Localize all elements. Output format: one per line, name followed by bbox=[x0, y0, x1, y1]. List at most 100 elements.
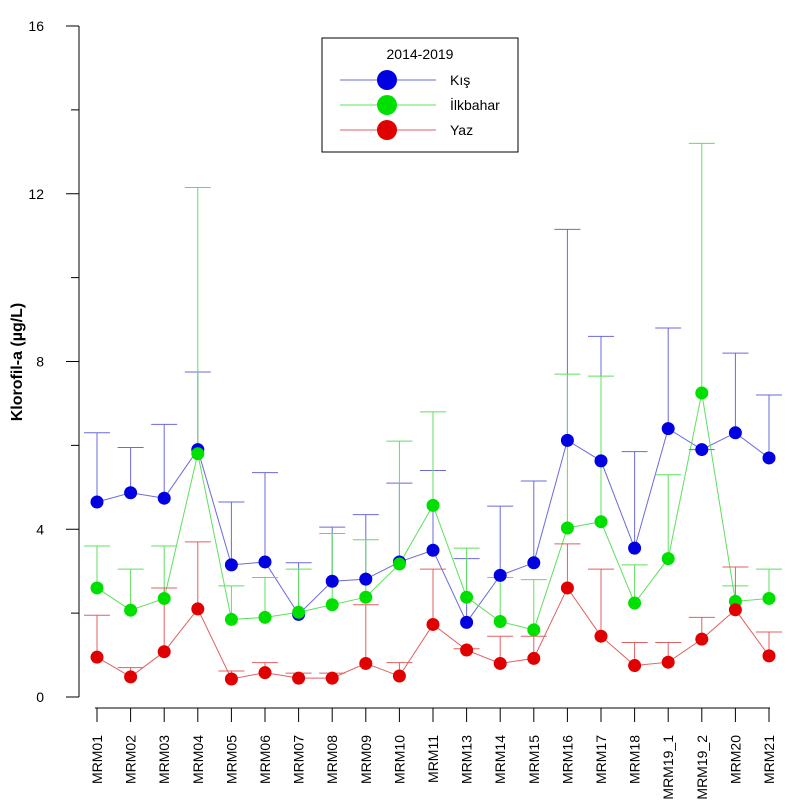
x-tick-label-mrm20: MRM20 bbox=[727, 735, 743, 784]
x-tick-label-mrm08: MRM08 bbox=[324, 735, 340, 784]
data-point-kis-mrm17 bbox=[594, 454, 608, 468]
data-point-kis-mrm20 bbox=[728, 426, 742, 440]
y-tick-label-4: 4 bbox=[36, 521, 44, 537]
legend-marker-ilkbahar bbox=[377, 95, 397, 115]
data-point-yaz-mrm10 bbox=[392, 669, 406, 683]
legend: 2014-2019 Kış İlkbahar Yaz bbox=[321, 37, 519, 153]
data-point-kis-mrm13 bbox=[460, 615, 474, 629]
legend-label-yaz: Yaz bbox=[450, 122, 473, 138]
data-point-ilkbahar-mrm21 bbox=[762, 591, 776, 605]
data-point-ilkbahar-mrm06 bbox=[258, 610, 272, 624]
data-point-yaz-mrm16 bbox=[560, 581, 574, 595]
data-point-ilkbahar-mrm04 bbox=[191, 447, 205, 461]
legend-entry-yaz: Yaz bbox=[340, 120, 473, 140]
legend-label-ilkbahar: İlkbahar bbox=[450, 96, 500, 113]
x-tick-label-mrm15: MRM15 bbox=[526, 735, 542, 784]
x-tick-label-mrm16: MRM16 bbox=[559, 735, 575, 784]
data-point-yaz-mrm06 bbox=[258, 666, 272, 680]
data-point-kis-mrm06 bbox=[258, 555, 272, 569]
y-tick-label-0: 0 bbox=[36, 689, 44, 705]
data-point-yaz-mrm19_1 bbox=[661, 655, 675, 669]
data-point-yaz-mrm11 bbox=[426, 617, 440, 631]
data-point-ilkbahar-mrm03 bbox=[157, 591, 171, 605]
x-tick-label-mrm03: MRM03 bbox=[156, 735, 172, 784]
data-point-kis-mrm19_2 bbox=[695, 443, 709, 457]
data-point-kis-mrm14 bbox=[493, 568, 507, 582]
legend-box bbox=[321, 37, 519, 153]
data-point-ilkbahar-mrm11 bbox=[426, 498, 440, 512]
legend-label-kis: Kış bbox=[450, 72, 470, 88]
data-point-yaz-mrm09 bbox=[359, 656, 373, 670]
data-point-yaz-mrm03 bbox=[157, 645, 171, 659]
data-point-kis-mrm21 bbox=[762, 451, 776, 465]
data-point-yaz-mrm20 bbox=[728, 603, 742, 617]
data-point-ilkbahar-mrm14 bbox=[493, 615, 507, 629]
data-point-ilkbahar-mrm19_2 bbox=[695, 386, 709, 400]
x-tick-label-mrm07: MRM07 bbox=[291, 735, 307, 784]
x-tick-label-mrm06: MRM06 bbox=[257, 735, 273, 784]
legend-entry-kis: Kış bbox=[340, 70, 470, 90]
data-point-ilkbahar-mrm17 bbox=[594, 515, 608, 529]
data-point-ilkbahar-mrm08 bbox=[325, 598, 339, 612]
x-tick-label-mrm13: MRM13 bbox=[459, 735, 475, 784]
data-point-kis-mrm02 bbox=[124, 486, 138, 500]
y-tick-label-12: 12 bbox=[28, 186, 44, 202]
x-tick-label-mrm01: MRM01 bbox=[89, 735, 105, 784]
legend-marker-yaz bbox=[377, 120, 397, 140]
data-point-kis-mrm18 bbox=[628, 541, 642, 555]
y-tick-label-8: 8 bbox=[36, 354, 44, 370]
data-point-yaz-mrm18 bbox=[628, 659, 642, 673]
data-point-ilkbahar-mrm15 bbox=[527, 623, 541, 637]
data-points bbox=[90, 386, 776, 686]
data-point-yaz-mrm19_2 bbox=[695, 632, 709, 646]
x-tick-label-mrm21: MRM21 bbox=[761, 735, 777, 784]
data-point-ilkbahar-mrm19_1 bbox=[661, 552, 675, 566]
data-point-yaz-mrm15 bbox=[527, 651, 541, 665]
data-point-kis-mrm16 bbox=[560, 433, 574, 447]
data-point-ilkbahar-mrm05 bbox=[224, 612, 238, 626]
data-point-kis-mrm15 bbox=[527, 556, 541, 570]
x-ticks: MRM01 MRM02 MRM03 MRM04 MRM05 MRM06 MRM07 MRM08… bbox=[89, 708, 777, 800]
legend-entry-ilkbahar: İlkbahar bbox=[340, 95, 500, 115]
data-point-kis-mrm08 bbox=[325, 574, 339, 588]
data-point-yaz-mrm01 bbox=[90, 650, 104, 664]
data-point-yaz-mrm13 bbox=[460, 643, 474, 657]
x-tick-label-mrm19_2: MRM19_2 bbox=[694, 735, 710, 800]
data-point-yaz-mrm07 bbox=[292, 671, 306, 685]
error-bars bbox=[84, 142, 782, 679]
x-tick-label-mrm17: MRM17 bbox=[593, 735, 609, 784]
x-tick-label-mrm18: MRM18 bbox=[627, 735, 643, 784]
data-point-kis-mrm19_1 bbox=[661, 422, 675, 436]
x-tick-label-mrm09: MRM09 bbox=[358, 735, 374, 784]
y-minor-ticks bbox=[71, 109, 79, 614]
data-point-kis-mrm01 bbox=[90, 495, 104, 509]
x-tick-label-mrm02: MRM02 bbox=[123, 735, 139, 784]
legend-title: 2014-2019 bbox=[387, 46, 454, 62]
data-point-ilkbahar-mrm07 bbox=[292, 605, 306, 619]
data-point-yaz-mrm04 bbox=[191, 602, 205, 616]
x-tick-label-mrm04: MRM04 bbox=[190, 735, 206, 784]
data-point-yaz-mrm17 bbox=[594, 629, 608, 643]
data-point-ilkbahar-mrm09 bbox=[359, 590, 373, 604]
data-point-ilkbahar-mrm13 bbox=[460, 590, 474, 604]
x-tick-label-mrm19_1: MRM19_1 bbox=[660, 735, 676, 800]
data-point-yaz-mrm02 bbox=[124, 670, 138, 684]
x-tick-label-mrm14: MRM14 bbox=[492, 735, 508, 784]
data-point-kis-mrm09 bbox=[359, 572, 373, 586]
data-point-yaz-mrm05 bbox=[224, 672, 238, 686]
data-point-ilkbahar-mrm01 bbox=[90, 581, 104, 595]
legend-marker-kis bbox=[377, 70, 397, 90]
data-point-kis-mrm11 bbox=[426, 543, 440, 557]
data-point-kis-mrm05 bbox=[224, 558, 238, 572]
data-point-yaz-mrm14 bbox=[493, 656, 507, 670]
x-tick-label-mrm11: MRM11 bbox=[425, 735, 441, 783]
data-point-yaz-mrm08 bbox=[325, 671, 339, 685]
y-ticks: 0 4 8 12 16 bbox=[28, 18, 79, 705]
x-tick-label-mrm10: MRM10 bbox=[391, 735, 407, 784]
y-axis-label: Klorofil-a (µg/L) bbox=[9, 303, 26, 422]
data-point-ilkbahar-mrm18 bbox=[628, 596, 642, 610]
data-point-yaz-mrm21 bbox=[762, 649, 776, 663]
y-tick-label-16: 16 bbox=[28, 18, 44, 34]
data-point-ilkbahar-mrm16 bbox=[560, 521, 574, 535]
